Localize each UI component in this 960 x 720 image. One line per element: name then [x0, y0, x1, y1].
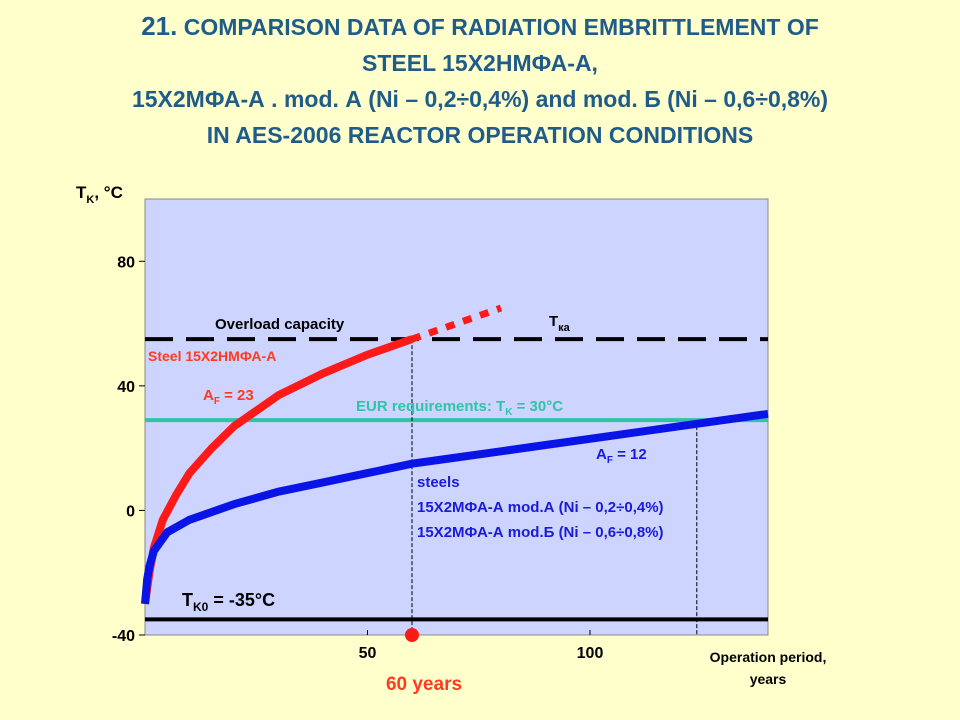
- series-steel-15x2nmfa-extrapolated: [410, 304, 503, 343]
- overload-capacity-label: Overload capacity: [215, 316, 345, 333]
- title-line-1: COMPARISON DATA OF RADIATION EMBRITTLEME…: [177, 14, 819, 40]
- y-tick-label: -40: [112, 628, 135, 645]
- slide-title: 21. COMPARISON DATA OF RADIATION EMBRITT…: [20, 8, 940, 153]
- x-tick-label: 50: [359, 645, 377, 662]
- y-axis-label: TK, °C: [76, 183, 123, 206]
- y-tick-label: 40: [117, 379, 135, 396]
- x-tick-label: 100: [577, 645, 604, 662]
- x-axis-ticks: 50 100: [359, 630, 604, 662]
- steel-15x2nmfa-label: Steel 15Х2НМФА-А: [148, 348, 276, 364]
- title-number: 21.: [141, 11, 178, 41]
- title-line-3: 15Х2МФА-А . mod. А (Ni – 0,2÷0,4%) and m…: [131, 86, 829, 112]
- eur-requirements-label: EUR requirements: TK = 30°C: [356, 398, 563, 418]
- y-tick-label: 0: [126, 503, 135, 520]
- x-axis-label-line-2: years: [750, 671, 787, 687]
- tk0-label: TK0 = -35°C: [182, 590, 275, 614]
- steels-label-line-3: 15Х2МФА-А mod.Б (Ni – 0,6÷0,8%): [417, 524, 664, 541]
- af-12-label: AF = 12: [596, 446, 647, 466]
- title-line-2: STEEL 15Х2НМФА-А,: [362, 50, 598, 76]
- steels-label-line-1: steels: [417, 474, 460, 491]
- y-tick-label: 80: [117, 254, 135, 271]
- y-axis-ticks: -40 0 40 80: [112, 254, 145, 645]
- plot-area: [144, 198, 769, 636]
- title-line-4: IN AES-2006 REACTOR OPERATION CONDITIONS: [206, 122, 754, 148]
- steels-label-line-2: 15Х2МФА-А mod.А (Ni – 0,2÷0,4%): [417, 499, 664, 516]
- marker-60-years-label: 60 years: [386, 674, 462, 695]
- tka-label: Tка: [549, 313, 571, 334]
- x-axis-label-line-1: Operation period,: [710, 649, 827, 665]
- series-steels-15x2mfa: [141, 409, 769, 605]
- af-23-label: AF = 23: [203, 387, 254, 407]
- marker-60-years: [405, 628, 419, 642]
